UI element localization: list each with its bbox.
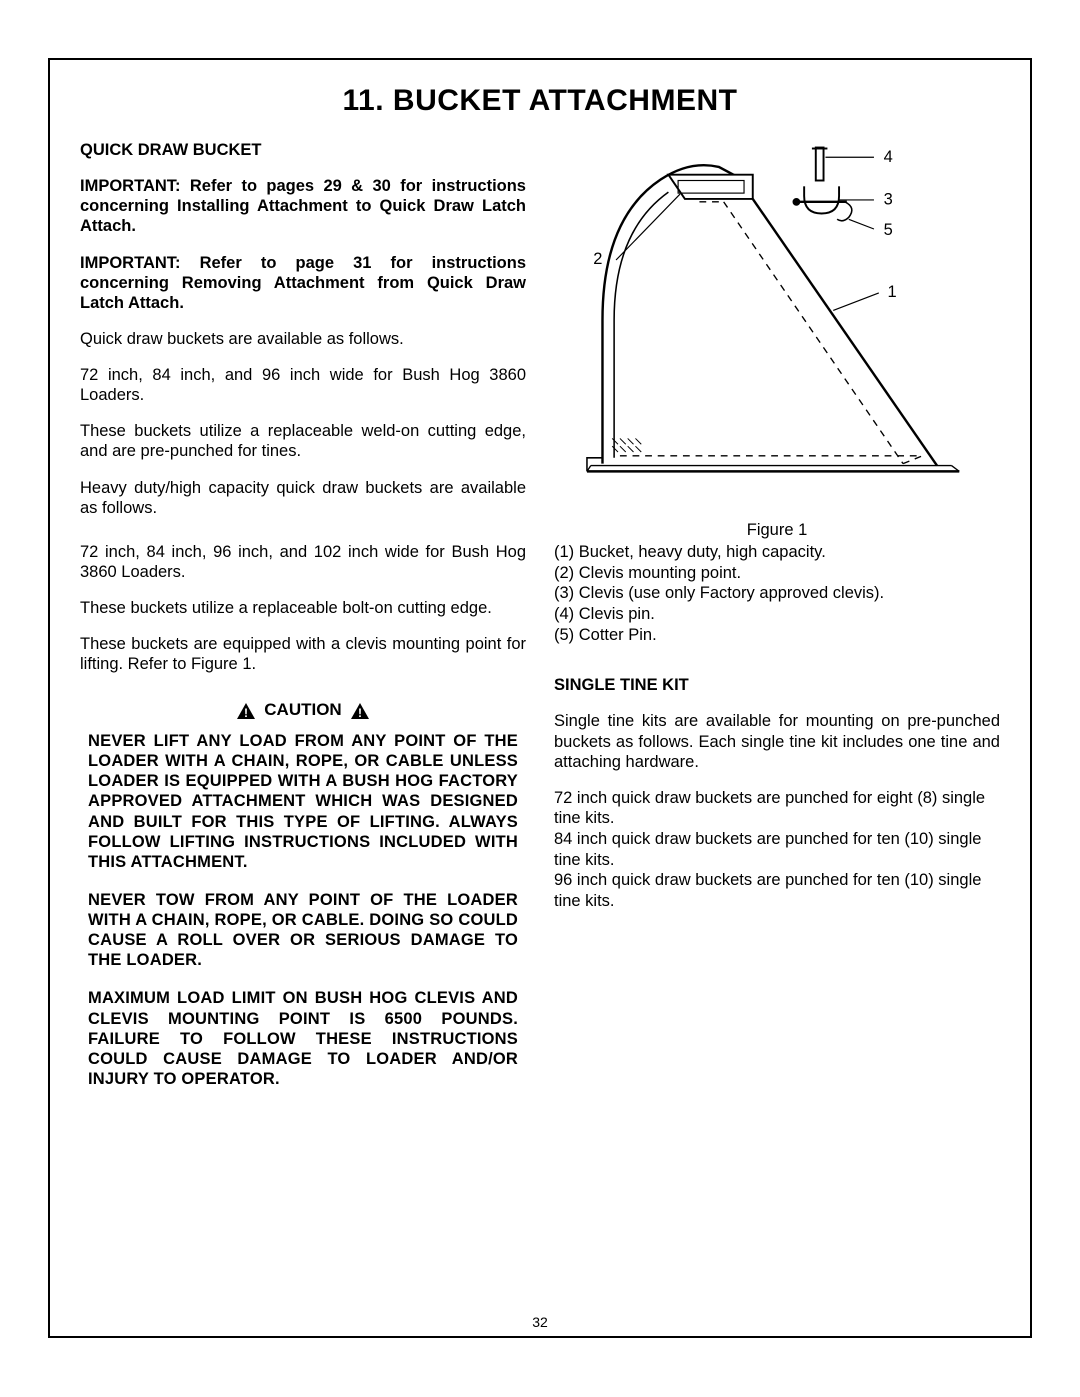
caution-para: NEVER TOW FROM ANY POINT OF THE LOADER W… bbox=[88, 890, 518, 971]
body-para: These buckets are equipped with a clevis… bbox=[80, 634, 526, 674]
important-note-2: IMPORTANT: Refer to page 31 for instruct… bbox=[80, 253, 526, 313]
important-note-1: IMPORTANT: Refer to pages 29 & 30 for in… bbox=[80, 176, 526, 236]
tine-spec: 84 inch quick draw buckets are punched f… bbox=[554, 829, 1000, 870]
svg-text:!: ! bbox=[244, 706, 248, 720]
body-para: Single tine kits are available for mount… bbox=[554, 711, 1000, 771]
body-para: These buckets utilize a replaceable bolt… bbox=[80, 598, 526, 618]
legend-item: (2) Clevis mounting point. bbox=[554, 563, 1000, 584]
body-para: These buckets utilize a replaceable weld… bbox=[80, 421, 526, 461]
body-para: 72 inch, 84 inch, 96 inch, and 102 inch … bbox=[80, 542, 526, 582]
legend-item: (3) Clevis (use only Factory approved cl… bbox=[554, 583, 1000, 604]
left-column: QUICK DRAW BUCKET IMPORTANT: Refer to pa… bbox=[80, 140, 526, 1107]
legend-item: (4) Clevis pin. bbox=[554, 604, 1000, 625]
callout-3: 3 bbox=[884, 191, 893, 209]
body-para: Quick draw buckets are available as foll… bbox=[80, 329, 526, 349]
body-para: 72 inch, 84 inch, and 96 inch wide for B… bbox=[80, 365, 526, 405]
right-column: 2 4 3 5 1 Figure 1 (1) Bucket, heavy dut… bbox=[554, 140, 1000, 1107]
two-column-layout: QUICK DRAW BUCKET IMPORTANT: Refer to pa… bbox=[80, 140, 1000, 1107]
tine-spec: 96 inch quick draw buckets are punched f… bbox=[554, 870, 1000, 911]
callout-4: 4 bbox=[884, 148, 893, 166]
caution-para: NEVER LIFT ANY LOAD FROM ANY POINT OF TH… bbox=[88, 731, 518, 872]
page-frame: 11. BUCKET ATTACHMENT QUICK DRAW BUCKET … bbox=[48, 58, 1032, 1338]
legend-item: (5) Cotter Pin. bbox=[554, 625, 1000, 646]
figure-legend: (1) Bucket, heavy duty, high capacity. (… bbox=[554, 542, 1000, 645]
legend-item: (1) Bucket, heavy duty, high capacity. bbox=[554, 542, 1000, 563]
bucket-svg: 2 4 3 5 1 bbox=[554, 140, 1000, 508]
svg-text:!: ! bbox=[358, 706, 362, 720]
caution-heading: ! CAUTION ! bbox=[88, 700, 518, 721]
warning-triangle-icon: ! bbox=[350, 702, 370, 720]
warning-triangle-icon: ! bbox=[236, 702, 256, 720]
callout-2: 2 bbox=[593, 250, 602, 268]
single-tine-heading: SINGLE TINE KIT bbox=[554, 675, 1000, 695]
caution-para: MAXIMUM LOAD LIMIT ON BUSH HOG CLEVIS AN… bbox=[88, 988, 518, 1089]
page-number: 32 bbox=[532, 1314, 548, 1330]
body-para: Heavy duty/high capacity quick draw buck… bbox=[80, 478, 526, 518]
tine-spec: 72 inch quick draw buckets are punched f… bbox=[554, 788, 1000, 829]
caution-block: ! CAUTION ! NEVER LIFT ANY LOAD FROM ANY… bbox=[80, 700, 526, 1089]
figure-1-diagram: 2 4 3 5 1 bbox=[554, 140, 1000, 508]
callout-5: 5 bbox=[884, 221, 893, 239]
section-title: 11. BUCKET ATTACHMENT bbox=[80, 84, 1000, 118]
caution-label: CAUTION bbox=[264, 700, 341, 721]
callout-1: 1 bbox=[888, 283, 897, 301]
quick-draw-heading: QUICK DRAW BUCKET bbox=[80, 140, 526, 160]
figure-caption: Figure 1 bbox=[554, 520, 1000, 540]
